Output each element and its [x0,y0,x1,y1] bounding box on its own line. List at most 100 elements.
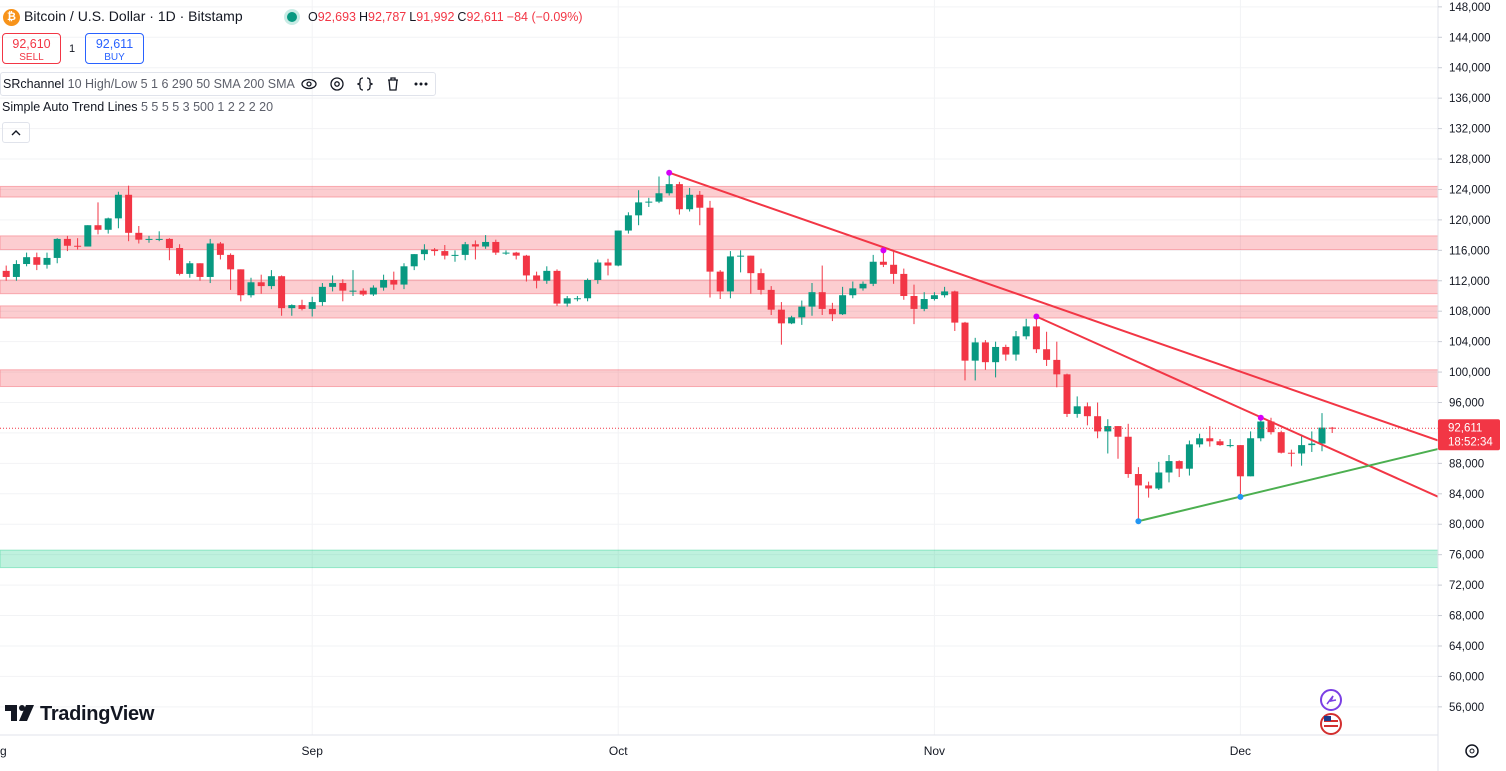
candle-body [186,263,194,274]
candle-body [125,194,133,233]
candle-body [145,238,153,240]
candle-body [114,194,122,219]
y-tick-label: 56,000 [1449,702,1484,714]
candle-body [1216,441,1224,446]
candle-body [645,201,653,203]
sell-price: 92,610 [12,37,51,51]
candle-body [1318,427,1326,444]
candle-body [359,290,367,295]
candle-body [1206,438,1214,442]
more-icon[interactable] [413,76,429,92]
candle-body [971,342,979,361]
candle-body [43,257,51,265]
candle-body [1002,346,1010,355]
candle-body [1145,485,1153,489]
settings-icon[interactable] [329,76,345,92]
market-status[interactable] [287,12,297,22]
ai-icon[interactable] [1320,689,1342,711]
ohlc-value: 92,787 [368,10,407,24]
candle-body [1063,374,1071,414]
candle-body [482,241,490,247]
candle-body [1236,445,1244,477]
candle-body [1267,421,1275,433]
x-tick-label: Aug [0,744,7,758]
candle-body [533,275,541,281]
ohlc-key: L [409,10,417,24]
candle-body [920,299,928,309]
y-tick-label: 116,000 [1449,245,1490,257]
candle-body [818,292,826,309]
candle-body [747,255,755,274]
candle-body [1032,326,1040,350]
trend-line [1035,315,1438,498]
candle-body [1073,406,1081,414]
ohlc-key: H [358,10,368,24]
sell-button[interactable]: 92,610 SELL [2,33,61,64]
flag-icon[interactable] [1320,713,1342,735]
candle-body [859,283,867,289]
pivot-point [1237,493,1244,500]
candle-body [410,254,418,267]
delete-icon[interactable] [385,76,401,92]
y-tick-label: 124,000 [1449,184,1491,196]
pivot-point [1135,518,1142,525]
source-icon[interactable] [357,76,373,92]
candle-body [696,194,704,208]
price-change: −84 (−0.09%) [506,10,583,24]
candle-body [165,238,173,249]
candle-body [1124,436,1132,475]
ohlc-legend: O92,693 H92,787 L91,992 C92,611 −84 (−0.09%) [308,10,583,24]
candle-body [624,215,632,231]
candle-body [390,280,398,285]
ohlc-key: O [308,10,318,24]
collapse-button[interactable] [2,122,30,143]
candle-body [900,273,908,296]
candle-body [63,238,71,246]
y-tick-label: 96,000 [1449,398,1484,410]
pivot-point [666,169,673,176]
candle-body [635,202,643,216]
candle-body [543,270,551,281]
quantity[interactable]: 1 [69,43,76,55]
candle-body [33,257,41,265]
countdown: 18:52:34 [1448,436,1493,448]
axes: 56,000 60,000 64,000 68,000 72,000 76,000 80,0… [0,2,1500,758]
indicator-row[interactable]: SRchannel 10 High/Low 5 1 6 290 50 SMA 2… [0,72,436,96]
y-tick-label: 120,000 [1449,215,1491,227]
candle-body [686,194,694,210]
brand-name: TradingView [40,703,155,725]
y-tick-label: 88,000 [1449,458,1484,470]
indicator-row[interactable]: Simple Auto Trend Lines 5 5 5 5 3 500 1 … [0,96,273,118]
candle-body [502,252,510,254]
candle-body [206,243,214,277]
chevron-icon [11,130,21,136]
candle-body [828,308,836,315]
candle-body [1185,444,1193,469]
eye-icon[interactable] [301,76,317,92]
candle-body [369,287,377,295]
candle-body [451,254,459,256]
candle-body [1155,472,1163,489]
indicator-params: 10 High/Low 5 1 6 290 50 SMA 200 SMA [67,77,295,91]
indicator-name: Simple Auto Trend Lines [2,100,138,114]
x-tick-label: Dec [1230,744,1251,758]
settings-icon[interactable] [1465,744,1479,758]
candle-body [573,298,581,300]
buy-button[interactable]: 92,611 BUY [85,33,144,64]
candle-body [380,280,388,288]
candle-body [930,295,938,300]
y-tick-label: 108,000 [1449,306,1491,318]
brand-logo: TradingView [5,703,154,726]
symbol-title[interactable]: Bitcoin / U.S. Dollar · 1D · Bitstamp [24,8,243,24]
candle-body [288,305,296,309]
candle-body [726,256,734,292]
candle-body [74,245,82,247]
y-tick-label: 76,000 [1449,550,1484,562]
candle-body [12,264,20,277]
y-tick-label: 64,000 [1449,641,1484,653]
y-tick-label: 128,000 [1449,154,1491,166]
candle-body [84,225,92,247]
candle-body [706,207,714,272]
